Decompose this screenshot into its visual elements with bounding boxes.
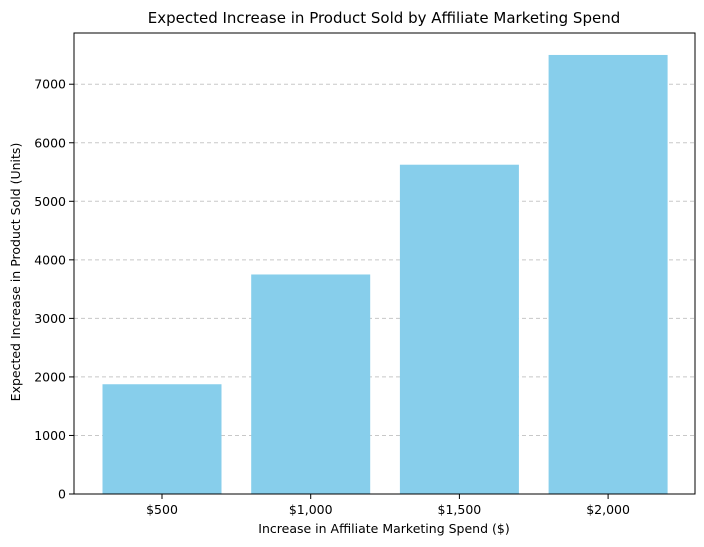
y-tick-label: 0 <box>58 487 66 502</box>
plot-frame <box>73 32 696 495</box>
y-tick-label: 1000 <box>34 428 66 443</box>
bar <box>102 384 222 494</box>
bar <box>251 274 371 494</box>
x-axis-ticks: $500 $1,000 $1,500 $2,000 <box>146 494 630 517</box>
chart-title: Expected Increase in Product Sold by Aff… <box>148 9 620 27</box>
y-tick-label: 6000 <box>34 135 66 150</box>
y-tick-label: 3000 <box>34 311 66 326</box>
x-tick-label: $1,000 <box>289 502 333 517</box>
y-tick-label: 7000 <box>34 77 66 92</box>
y-tick-label: 2000 <box>34 369 66 384</box>
grid-lines <box>74 83 695 436</box>
y-tick-label: 4000 <box>34 252 66 267</box>
x-axis-label: Increase in Affiliate Marketing Spend ($… <box>258 521 509 536</box>
x-tick-label: $500 <box>146 502 178 517</box>
x-tick-label: $2,000 <box>586 502 630 517</box>
x-tick-label: $1,500 <box>438 502 482 517</box>
bars <box>102 54 668 494</box>
bar <box>399 164 519 494</box>
bar <box>548 54 668 494</box>
y-tick-label: 5000 <box>34 194 66 209</box>
y-axis-ticks: 0 1000 2000 3000 4000 5000 6000 7000 <box>34 77 74 502</box>
y-axis-label: Expected Increase in Product Sold (Units… <box>8 143 23 402</box>
